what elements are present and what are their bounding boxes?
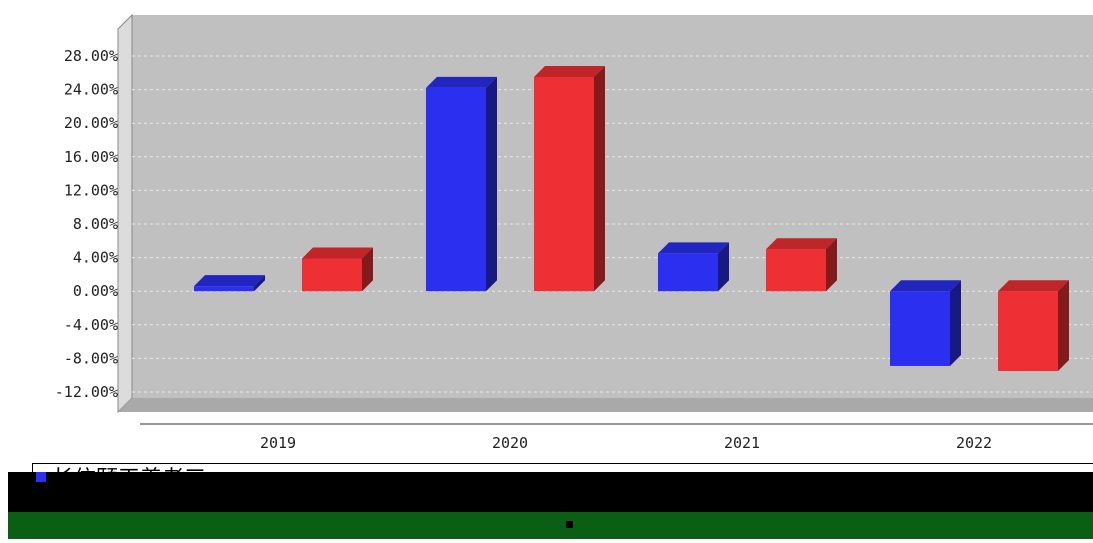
bar-series-a-2021	[658, 242, 729, 292]
x-tick-label: 2020	[492, 434, 528, 452]
y-tick-label: 24.00%	[64, 81, 118, 99]
y-tick-label: 12.00%	[64, 181, 118, 199]
y-tick-label: -4.00%	[64, 316, 118, 334]
y-tick-label: -12.00%	[55, 383, 118, 401]
y-tick-label: 0.00%	[73, 282, 118, 300]
y-tick-label: 20.00%	[64, 114, 118, 132]
plot-area	[117, 13, 1093, 414]
x-tick-label: 2022	[956, 434, 992, 452]
legend: 长信颐天养老三	[32, 463, 207, 492]
y-tick-label: 28.00%	[64, 47, 118, 65]
bar-series-b-2020	[534, 66, 605, 292]
bar-series-b-2019	[302, 247, 373, 292]
bar-series-b-2021	[766, 238, 837, 292]
y-tick-label: 4.00%	[73, 249, 118, 267]
legend-label: 长信颐天养老三	[52, 467, 207, 492]
bar-series-a-2019	[194, 275, 265, 292]
y-tick-label: 8.00%	[73, 215, 118, 233]
plot-floor	[118, 398, 1093, 412]
bar-series-a-2022	[890, 280, 961, 366]
x-tick-label: 2019	[260, 434, 296, 452]
bars	[194, 66, 1069, 371]
y-tick-label: 16.00%	[64, 148, 118, 166]
bar-series-a-2020	[426, 76, 497, 292]
x-axis: 2019 2020 2021 2022	[140, 423, 1093, 452]
plot-back-wall	[132, 15, 1093, 398]
occlusion-band	[0, 342, 1093, 438]
legend-frame	[32, 463, 1093, 493]
legend-swatch	[36, 472, 46, 482]
noise-strip-black	[8, 472, 1093, 514]
bar-series-b-2022	[998, 280, 1069, 371]
noise-strip-green	[8, 512, 1093, 539]
y-axis: 28.00% 24.00% 20.00% 16.00% 12.00% 8.00% 4.00%…	[55, 47, 118, 401]
noise-dot	[566, 521, 573, 528]
x-tick-label: 2021	[724, 434, 760, 452]
y-tick-label: -8.00%	[64, 349, 118, 367]
